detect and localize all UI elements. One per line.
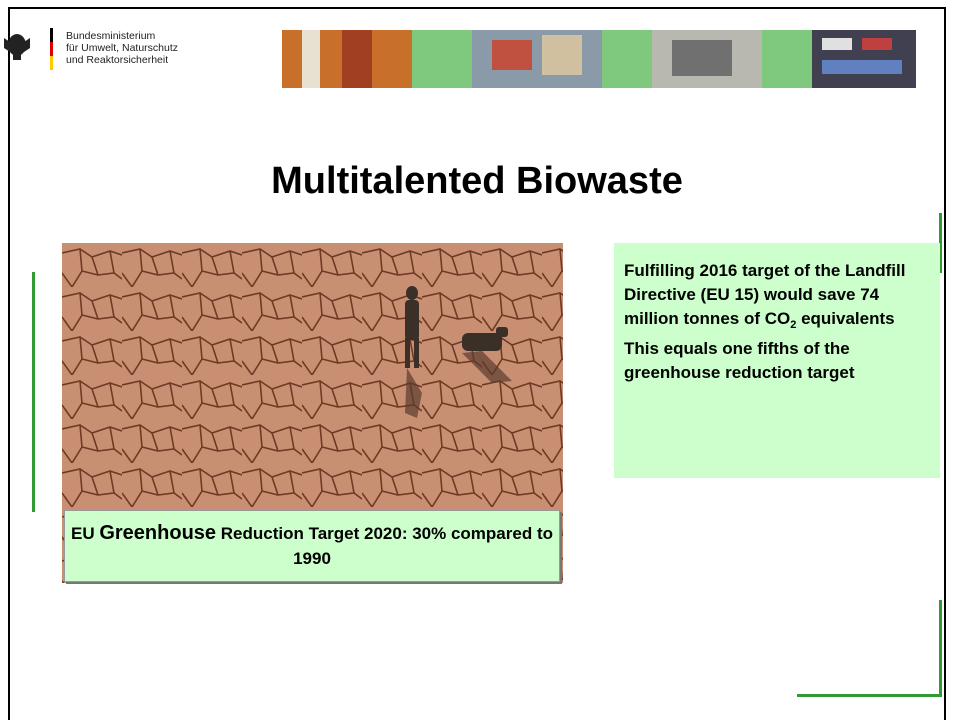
caption-box: EU Greenhouse Reduction Target 2020: 30%…: [64, 510, 560, 582]
caption-text: EU: [71, 524, 99, 543]
header-banner: [282, 30, 916, 88]
ministry-line: und Reaktorsicherheit: [66, 54, 178, 66]
slide-title: Multitalented Biowaste: [0, 160, 954, 203]
accent-line: [32, 272, 35, 512]
accent-line: [797, 694, 942, 697]
note-paragraph: Fulfilling 2016 target of the Landfill D…: [624, 259, 930, 331]
caption-emphasis: Greenhouse: [99, 522, 216, 544]
ministry-logo: [0, 28, 62, 84]
ministry-line: für Umwelt, Naturschutz: [66, 42, 178, 54]
note-text: equivalents: [796, 309, 894, 328]
caption-text: Reduction Target 2020: 30% compared to 1…: [216, 524, 553, 568]
slide: {"header": {"ministry": ["Bundesminister…: [0, 0, 954, 720]
accent-line: [939, 600, 942, 697]
ministry-name: Bundesministerium für Umwelt, Naturschut…: [66, 30, 178, 66]
note-paragraph: This equals one fifths of the greenhouse…: [624, 337, 930, 385]
ministry-line: Bundesministerium: [66, 30, 178, 42]
note-box: Fulfilling 2016 target of the Landfill D…: [614, 243, 940, 478]
